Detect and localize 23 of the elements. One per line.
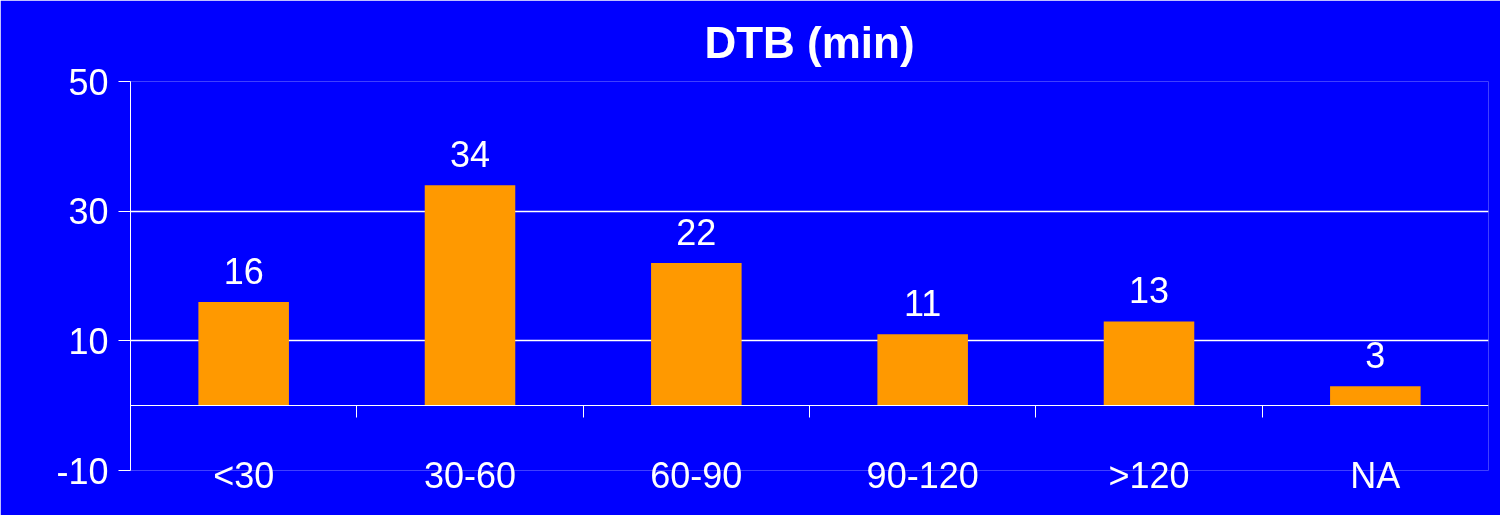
bar: [424, 185, 516, 406]
y-tick-label: -10: [56, 450, 109, 492]
bar: [877, 334, 968, 406]
data-label: 11: [903, 283, 942, 325]
data-label: 13: [1128, 270, 1170, 312]
y-tick-label: 50: [68, 61, 109, 103]
data-label: 34: [449, 134, 491, 176]
x-tick-label: 30-60: [423, 454, 517, 496]
bar: [1330, 386, 1421, 406]
bar: [1103, 321, 1195, 406]
x-tick-label: 90-120: [866, 454, 979, 496]
chart-title: DTB (min): [704, 17, 915, 67]
y-tick-label: 10: [68, 320, 109, 362]
data-label: 22: [676, 212, 717, 254]
x-tick-label: >120: [1108, 454, 1190, 496]
data-label: 16: [223, 250, 264, 292]
bar: [651, 263, 742, 406]
x-tick-label: <30: [213, 454, 275, 496]
x-tick-label: NA: [1350, 454, 1401, 496]
x-tick-label: 60-90: [650, 454, 743, 496]
data-label: 3: [1365, 335, 1386, 377]
y-tick-label: 30: [68, 191, 109, 233]
bar: [198, 301, 289, 406]
